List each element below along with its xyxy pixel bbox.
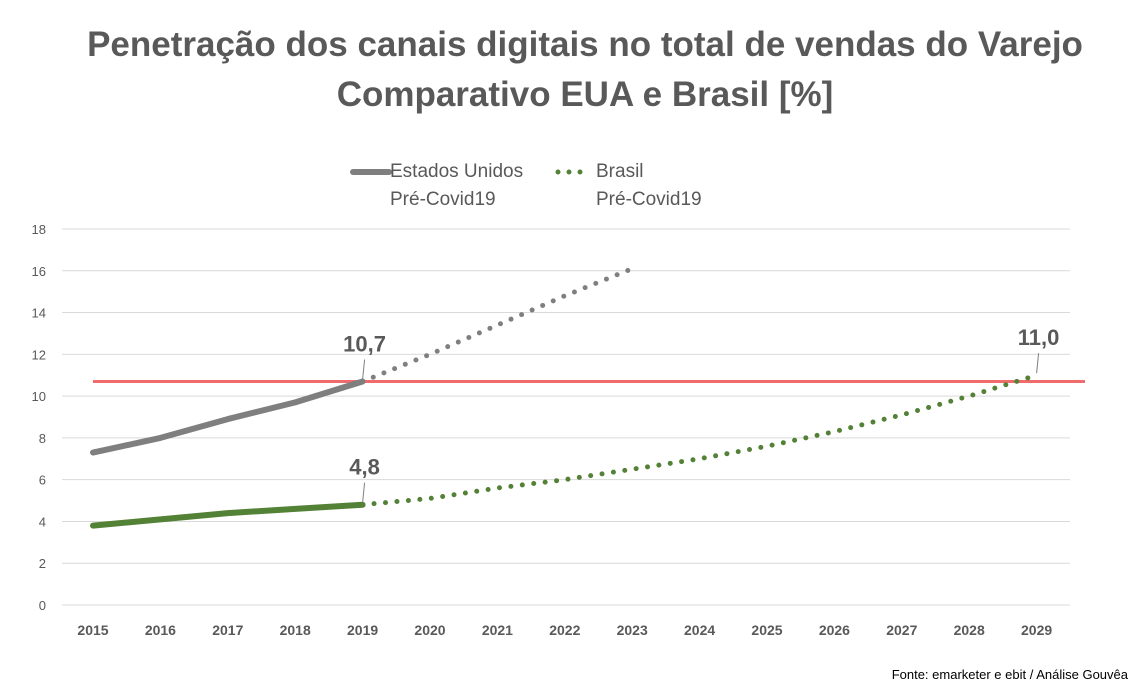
x-tick-label: 2020 bbox=[414, 622, 445, 638]
data-label: 10,7 bbox=[343, 331, 386, 356]
data-label: 4,8 bbox=[349, 455, 380, 480]
chart-title: Penetração dos canais digitais no total … bbox=[87, 25, 1083, 64]
x-tick-label: 2023 bbox=[617, 622, 648, 638]
y-tick-label: 4 bbox=[39, 514, 46, 529]
data-label-leader bbox=[362, 359, 366, 380]
x-tick-label: 2015 bbox=[77, 622, 108, 638]
legend-entry-us: Estados Unidos Pré-Covid19 bbox=[390, 158, 523, 214]
x-tick-label: 2019 bbox=[347, 622, 378, 638]
data-label-leader bbox=[1036, 353, 1040, 374]
series-line-3 bbox=[360, 372, 1040, 508]
x-tick-label: 2018 bbox=[280, 622, 311, 638]
y-tick-label: 18 bbox=[32, 222, 46, 237]
y-tick-label: 6 bbox=[39, 473, 46, 488]
legend-label: Pré-Covid19 bbox=[596, 189, 702, 210]
x-tick-label: 2017 bbox=[212, 622, 243, 638]
data-label-leader bbox=[362, 482, 366, 503]
x-tick-label: 2024 bbox=[684, 622, 715, 638]
x-tick-label: 2025 bbox=[751, 622, 782, 638]
y-tick-label: 8 bbox=[39, 431, 46, 446]
x-tick-label: 2029 bbox=[1021, 622, 1052, 638]
y-tick-label: 0 bbox=[39, 598, 46, 613]
legend-label: Brasil bbox=[596, 161, 644, 182]
chart-subtitle: Comparativo EUA e Brasil [%] bbox=[336, 75, 834, 114]
legend-label: Estados Unidos bbox=[390, 161, 524, 182]
x-tick-label: 2016 bbox=[145, 622, 176, 638]
x-tick-label: 2026 bbox=[819, 622, 850, 638]
legend-entry-brasil: Brasil Pré-Covid19 bbox=[596, 158, 702, 214]
y-tick-label: 2 bbox=[39, 556, 46, 571]
legend-label: Pré-Covid19 bbox=[390, 189, 496, 210]
x-tick-label: 2027 bbox=[886, 622, 917, 638]
y-tick-label: 14 bbox=[32, 306, 46, 321]
x-tick-label: 2021 bbox=[482, 622, 513, 638]
y-tick-label: 16 bbox=[32, 264, 46, 279]
x-tick-label: 2028 bbox=[954, 622, 985, 638]
y-tick-label: 12 bbox=[32, 347, 46, 362]
source-note: Fonte: emarketer e ebit / Análise Gouvêa bbox=[891, 667, 1128, 682]
data-label: 11,0 bbox=[1018, 325, 1060, 350]
series-line-1 bbox=[360, 266, 635, 384]
series-line-2 bbox=[90, 501, 366, 529]
y-tick-label: 10 bbox=[32, 389, 46, 404]
series-line-0 bbox=[90, 378, 366, 456]
x-tick-label: 2022 bbox=[549, 622, 580, 638]
